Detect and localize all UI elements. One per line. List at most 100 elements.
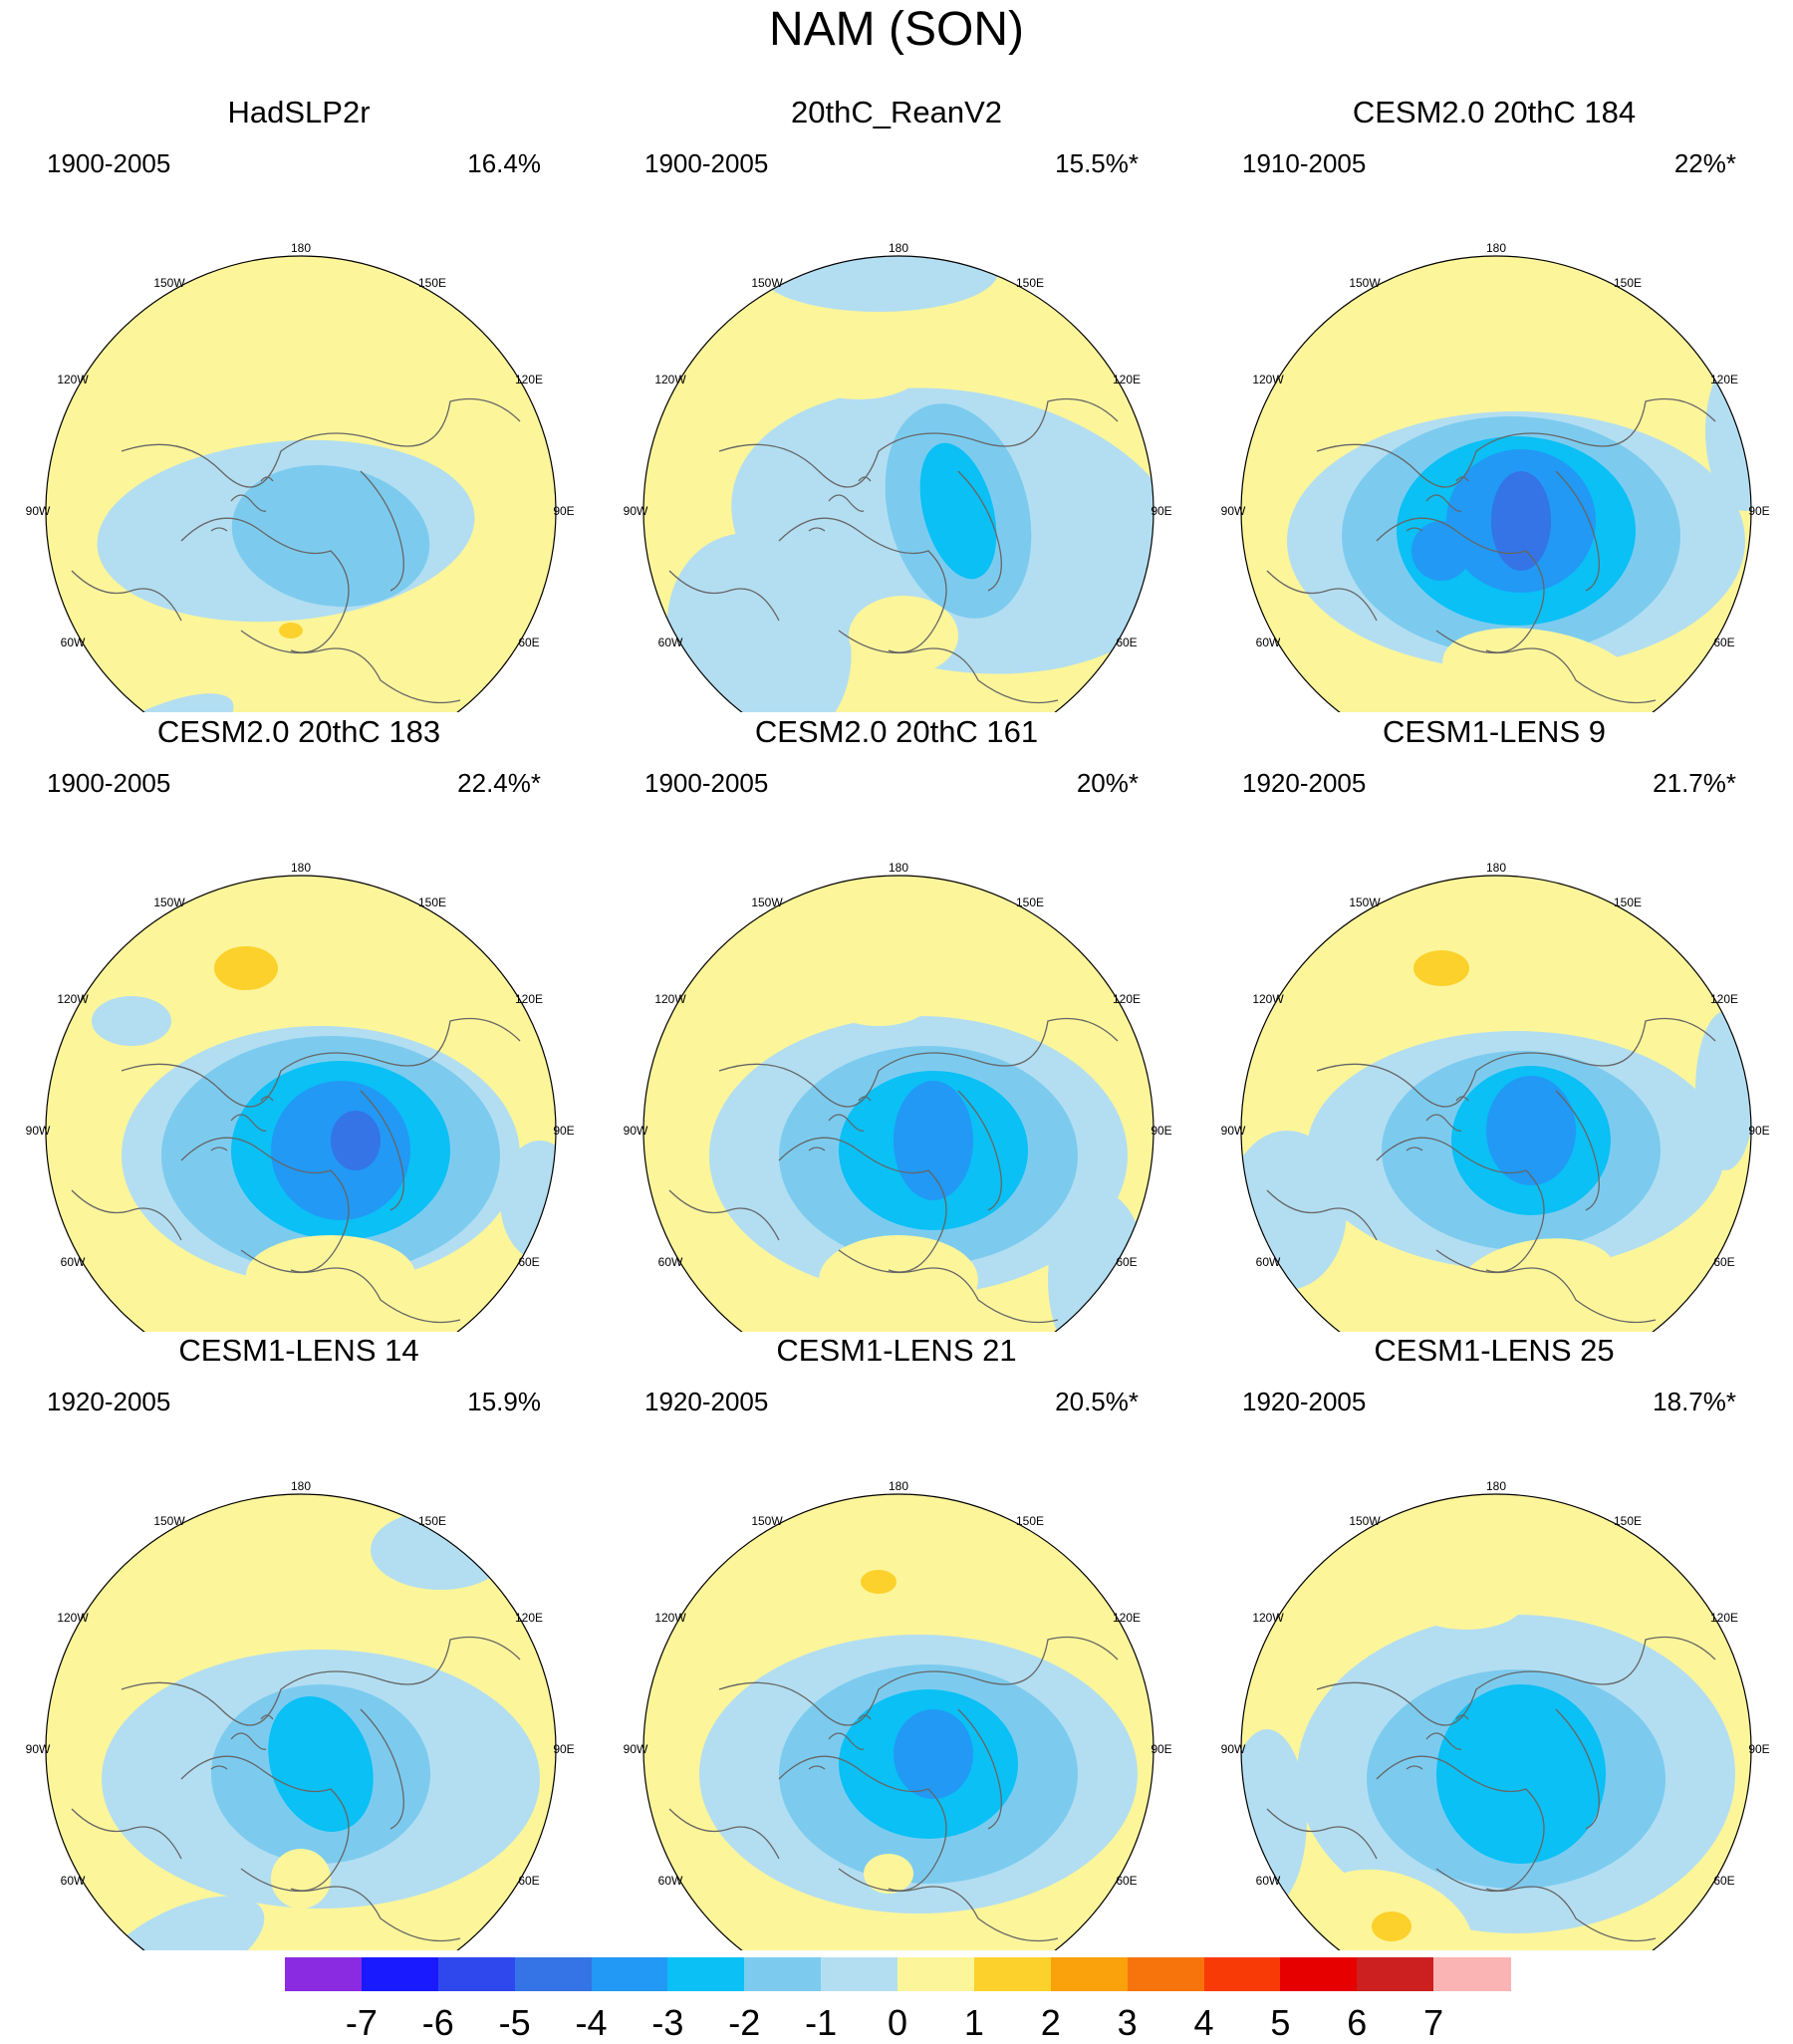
longitude-label: 180 <box>889 241 908 255</box>
longitude-label: 60W <box>1256 1874 1281 1888</box>
longitude-label: 180 <box>889 861 908 875</box>
colorbar-tick-label: -5 <box>498 2002 531 2043</box>
map-boundary <box>1240 255 1752 712</box>
longitude-label: 120W <box>57 1611 89 1625</box>
contour-region <box>500 1141 556 1260</box>
panel-title: HadSLP2r <box>227 95 371 129</box>
coastline <box>71 1808 182 1860</box>
coastline <box>1266 570 1378 622</box>
map-boundary <box>45 255 557 712</box>
map-boundary <box>45 1493 557 1950</box>
coastline <box>210 476 274 532</box>
colorbar-swatch <box>1357 1957 1434 1991</box>
colorbar-swatch <box>1433 1957 1511 1991</box>
longitude-label: 150E <box>1614 895 1642 909</box>
longitude-label: 180 <box>291 241 311 255</box>
longitude-label: 120E <box>1113 992 1141 1006</box>
longitude-label: 150E <box>418 276 446 290</box>
contour-region <box>819 956 938 1026</box>
map-panel: 180150E120E90E60E30E030W60W90W120W150W20… <box>598 95 1195 712</box>
contour-region <box>861 1570 896 1594</box>
panel-period: 1900-2005 <box>644 768 769 798</box>
polar-map: 180150E120E90E60E30E030W60W90W120W150W <box>1221 241 1770 712</box>
longitude-label: 90W <box>26 504 51 518</box>
coastline <box>808 476 872 532</box>
colorbar-tick-label: -7 <box>345 2002 378 2043</box>
coastline <box>957 1090 1002 1211</box>
contour-region <box>268 1696 374 1832</box>
longitude-label: 120W <box>57 992 89 1006</box>
coastline <box>1406 476 1469 532</box>
longitude-label: 90E <box>1151 1742 1171 1756</box>
longitude-label: 60E <box>518 1255 539 1269</box>
contour-region <box>1456 1238 1616 1322</box>
longitude-label: 90W <box>624 504 648 518</box>
coastline <box>778 1137 947 1273</box>
polar-map: 180150E120E90E60E30E030W60W90W120W150W <box>624 861 1172 1332</box>
panel-variance: 21.7%* <box>1653 768 1736 798</box>
panel-title: CESM1-LENS 14 <box>178 1333 419 1368</box>
longitude-label: 150W <box>153 895 185 909</box>
colorbar-swatch <box>437 1957 516 1991</box>
colorbar-tick-label: 0 <box>887 2002 908 2043</box>
longitude-label: 180 <box>1486 1479 1506 1493</box>
map-boundary <box>642 875 1154 1332</box>
longitude-label: 120E <box>1710 373 1738 386</box>
panel-period: 1900-2005 <box>644 148 769 178</box>
coastline <box>1316 397 1716 488</box>
colorbar-swatch <box>1127 1957 1204 1991</box>
map-panel: 180150E120E90E60E30E030W60W90W120W150WHa… <box>0 95 598 712</box>
longitude-label: 180 <box>1486 861 1506 875</box>
coastline <box>808 1096 872 1151</box>
longitude-label: 150E <box>418 1514 446 1528</box>
contour-region <box>1411 521 1471 581</box>
longitude-label: 120W <box>1252 1611 1284 1625</box>
coastline <box>1555 1708 1600 1830</box>
contour-region <box>214 946 278 990</box>
longitude-label: 120E <box>1710 1611 1738 1625</box>
coastline <box>718 1017 1119 1108</box>
longitude-label: 150W <box>751 276 783 290</box>
coastline <box>240 630 461 704</box>
panel-period: 1910-2005 <box>1242 148 1367 178</box>
coastline <box>210 1714 274 1770</box>
colorbar-tick-label: -3 <box>651 2002 684 2043</box>
coastline <box>838 1868 1059 1942</box>
longitude-label: 150W <box>751 895 783 909</box>
longitude-label: 150W <box>1349 1514 1381 1528</box>
longitude-label: 90W <box>1221 1124 1246 1138</box>
longitude-label: 60E <box>518 1874 539 1888</box>
contour-region <box>919 442 997 580</box>
coastline <box>180 1137 350 1273</box>
map-boundary <box>1240 1493 1752 1950</box>
contour-region <box>894 1709 973 1799</box>
contour-region <box>1436 1684 1606 1864</box>
panel-title: CESM2.0 20thC 161 <box>754 714 1039 749</box>
panel-title: CESM2.0 20thC 183 <box>156 714 441 749</box>
colorbar-tick-label: 4 <box>1193 2002 1214 2043</box>
coastline <box>1406 1714 1469 1770</box>
coastline <box>957 470 1002 592</box>
longitude-label: 150E <box>1016 1514 1044 1528</box>
longitude-label: 120E <box>515 1611 543 1625</box>
contour-region <box>1695 1011 1751 1170</box>
panel-variance: 22.4%* <box>457 768 541 798</box>
longitude-label: 180 <box>1486 241 1506 255</box>
contour-region <box>789 324 928 399</box>
contour-region <box>894 1081 973 1200</box>
coastline <box>121 1017 521 1108</box>
longitude-label: 60E <box>1713 1874 1734 1888</box>
contour-region <box>231 464 430 608</box>
colorbar <box>285 1957 1511 1993</box>
coastline <box>1555 470 1600 592</box>
polar-map: 180150E120E90E60E30E030W60W90W120W150W <box>624 241 1172 712</box>
map-panel: 180150E120E90E60E30E030W60W90W120W150WCE… <box>598 1333 1195 1950</box>
polar-map: 180150E120E90E60E30E030W60W90W120W150W <box>624 1479 1172 1950</box>
panel-period: 1920-2005 <box>644 1387 769 1416</box>
longitude-label: 90E <box>1748 504 1769 518</box>
panel-variance: 15.9% <box>467 1387 541 1416</box>
longitude-label: 60E <box>1713 1255 1734 1269</box>
coastline <box>1376 1137 1545 1273</box>
coastline <box>360 1090 404 1211</box>
coastline <box>778 517 947 653</box>
